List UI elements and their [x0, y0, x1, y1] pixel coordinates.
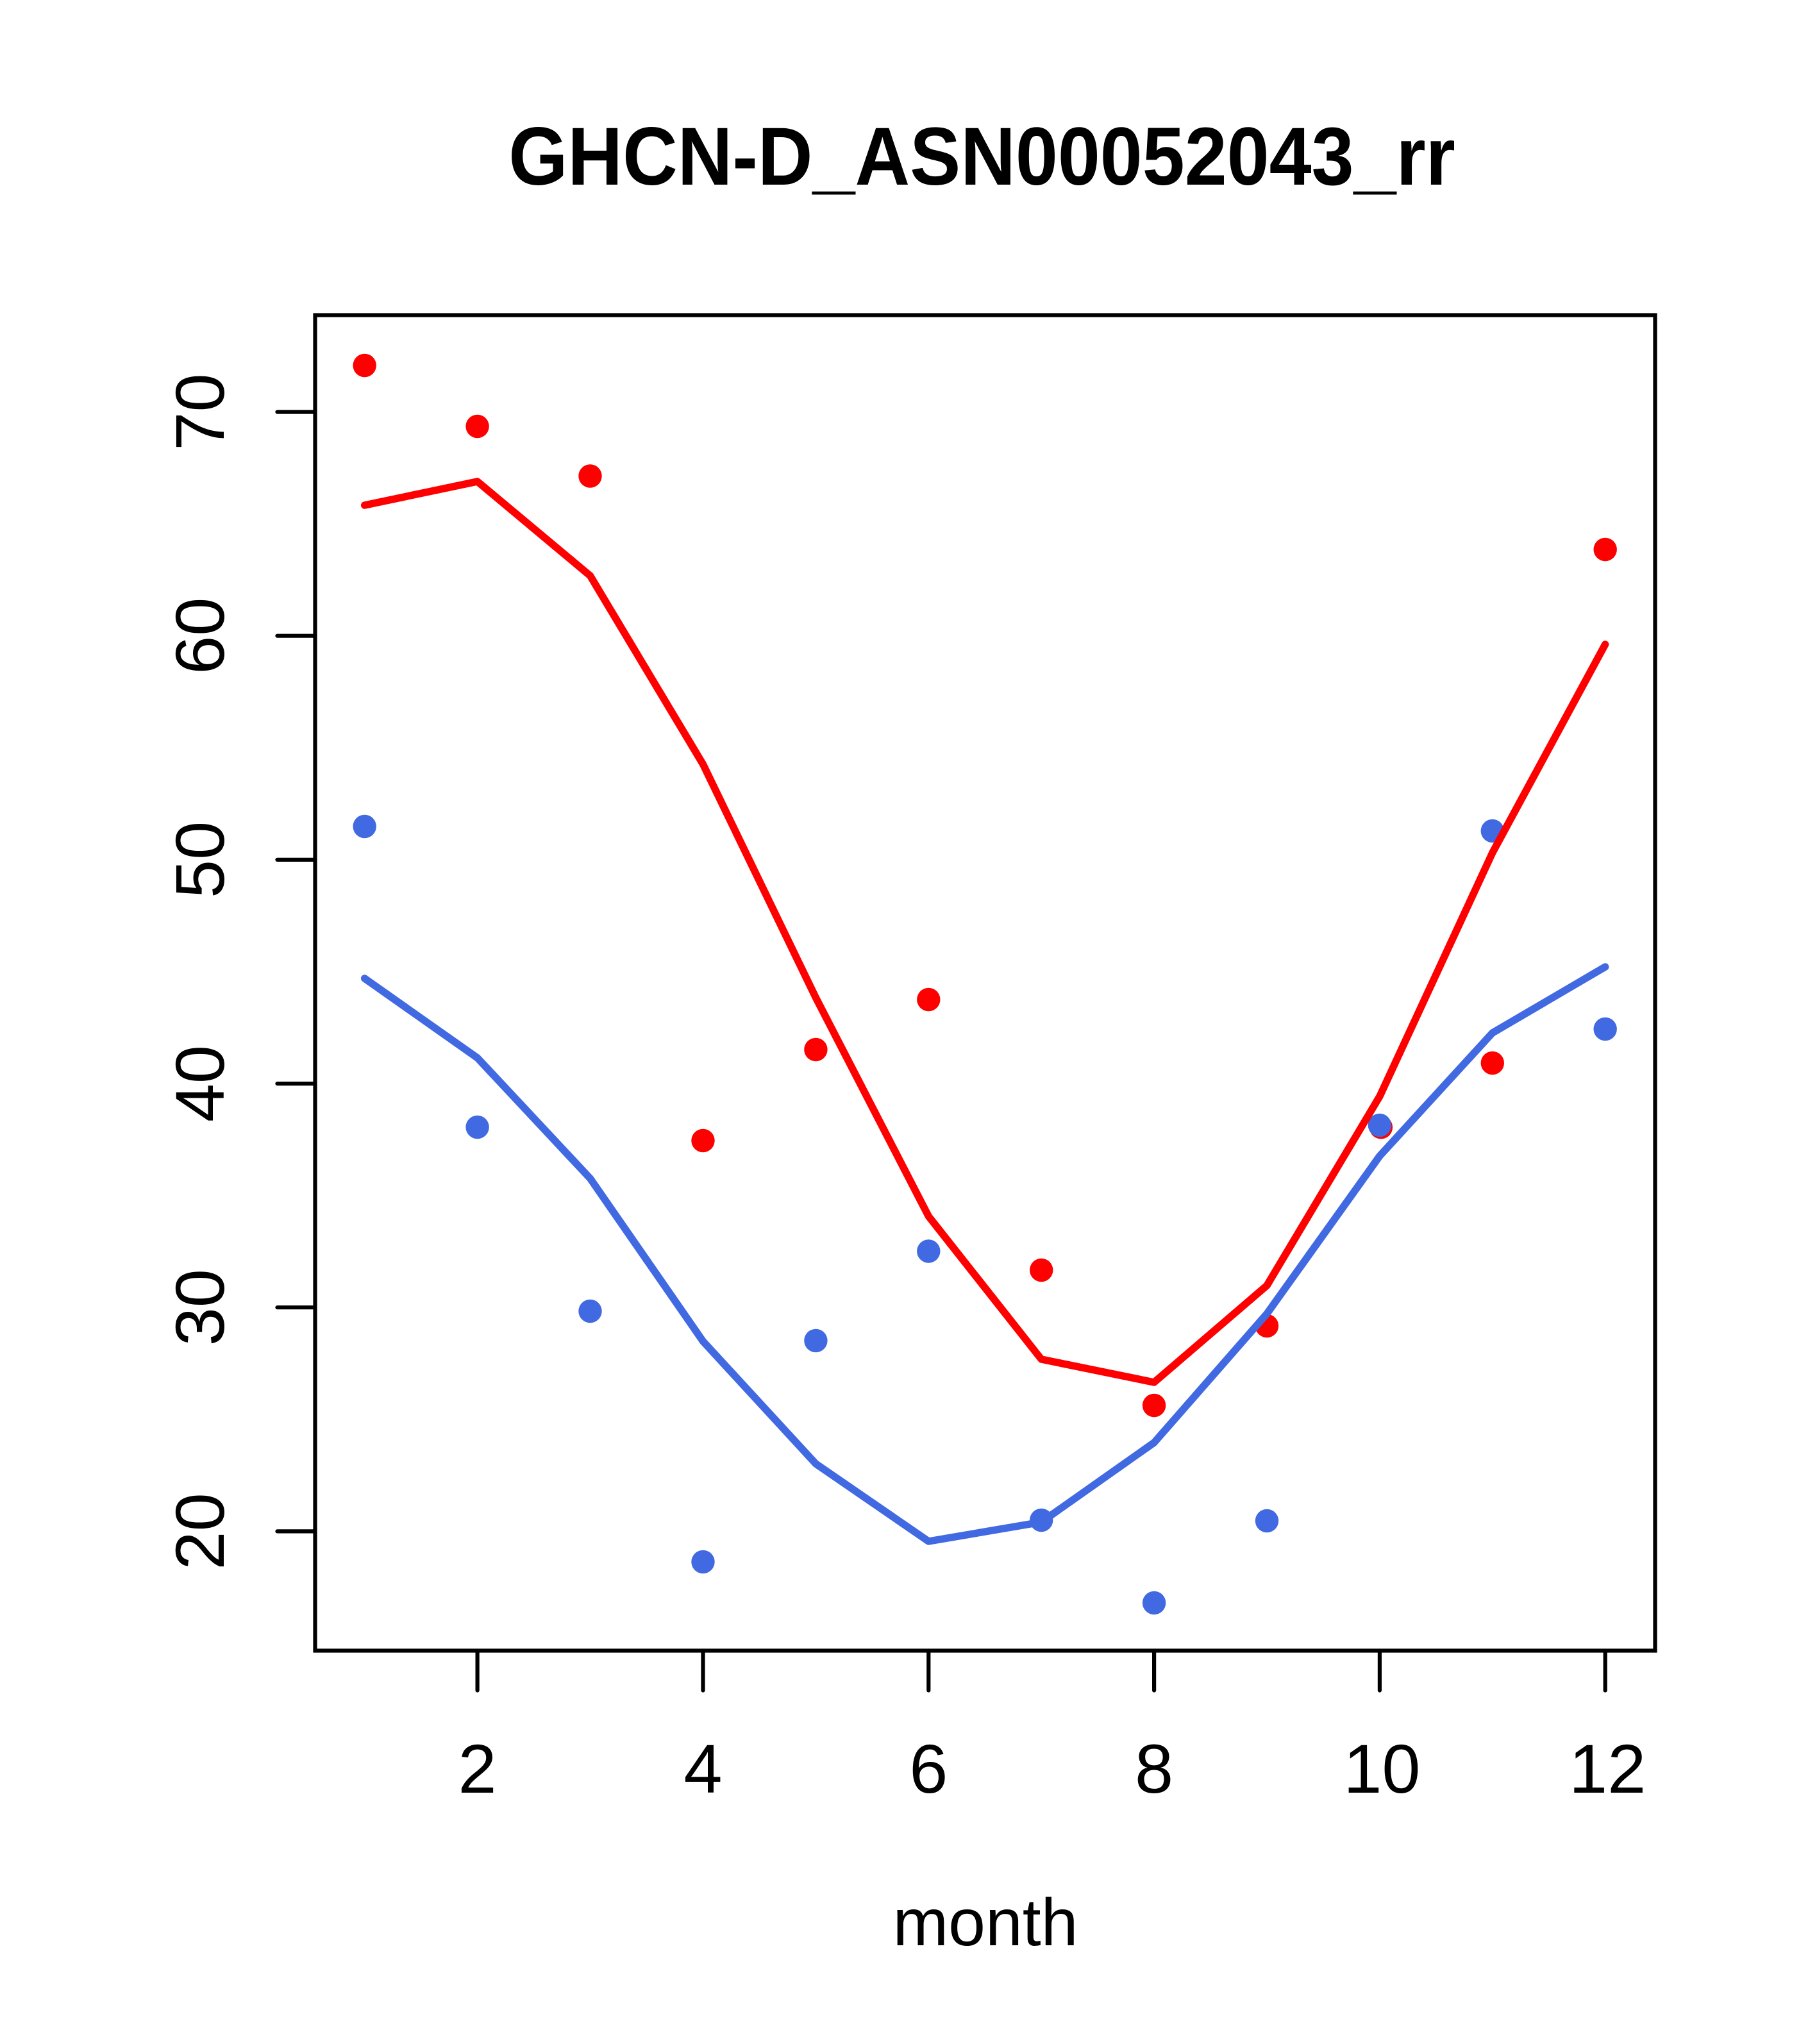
svg-text:20: 20 — [161, 1493, 239, 1570]
svg-text:50: 50 — [161, 821, 239, 898]
svg-text:70: 70 — [161, 373, 239, 450]
svg-text:30: 30 — [161, 1269, 239, 1346]
svg-text:GHCN-D_ASN00052043_rr: GHCN-D_ASN00052043_rr — [508, 111, 1455, 203]
svg-text:2: 2 — [458, 1730, 497, 1807]
svg-text:8: 8 — [1135, 1730, 1173, 1807]
svg-text:12: 12 — [1569, 1730, 1646, 1807]
svg-text:60: 60 — [161, 598, 239, 674]
svg-text:10: 10 — [1343, 1730, 1420, 1807]
svg-text:40: 40 — [161, 1045, 239, 1122]
svg-text:4: 4 — [683, 1730, 722, 1807]
svg-text:month: month — [892, 1886, 1078, 1960]
svg-text:6: 6 — [909, 1730, 948, 1807]
